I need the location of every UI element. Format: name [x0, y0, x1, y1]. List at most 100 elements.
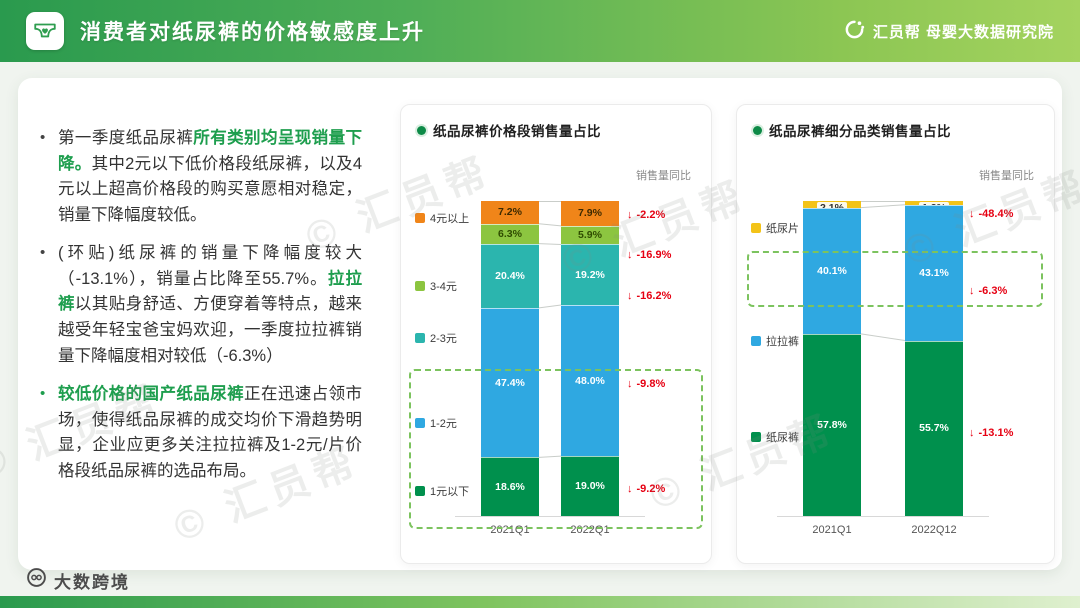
page-title: 消费者对纸尿裤的价格敏感度上升 — [80, 21, 425, 44]
yoy-item: ↓ -6.3% — [969, 285, 1007, 297]
value-label: 7.9% — [578, 207, 602, 220]
yoy-value: -13.1% — [978, 426, 1014, 439]
chart-title: 纸品尿裤价格段销售量占比 — [433, 124, 601, 139]
bar-segment — [561, 456, 619, 516]
brand-logo-icon — [844, 19, 865, 44]
down-arrow-icon: ↓ — [627, 483, 633, 496]
legend-label: 纸尿裤 — [766, 432, 799, 445]
value-label: 19.0% — [575, 480, 605, 493]
axis-label: 2021Q1 — [490, 524, 530, 536]
yoy-item: ↓ -2.2% — [627, 209, 665, 221]
bar-segment — [803, 333, 861, 516]
value-label: 19.2% — [575, 268, 605, 281]
bottom-gradient-bar — [0, 596, 1080, 608]
value-label: 55.7% — [919, 422, 949, 435]
title-dot-icon — [753, 125, 762, 135]
diaper-icon-glyph — [34, 23, 56, 38]
bullet-marker: • — [40, 385, 46, 403]
bar-segment — [481, 223, 539, 244]
diaper-icon — [26, 12, 64, 50]
brand-text: 汇员帮 母婴大数据研究院 — [872, 23, 1054, 41]
footer-logo-icon — [26, 567, 47, 593]
footer-logo-text: 大数跨境 — [54, 572, 130, 592]
legend-swatch — [415, 333, 425, 344]
legend-item: 纸尿片 — [751, 220, 799, 236]
yoy-column-header: 销售量同比 — [636, 170, 691, 182]
yoy-item: ↓ -48.4% — [969, 208, 1013, 220]
axis-label: 2022Q12 — [911, 524, 957, 536]
yoy-item: ↓ -13.1% — [969, 427, 1013, 439]
value-label: 18.6% — [495, 480, 525, 493]
legend-item: 4元以上 — [415, 210, 469, 226]
chart-title: 纸品尿裤细分品类销售量占比 — [769, 124, 951, 139]
bullet-marker: • — [40, 244, 46, 262]
legend-item: 纸尿裤 — [751, 429, 799, 445]
bullet-marker: • — [40, 129, 46, 146]
content-panel: • 第一季度纸品尿裤所有类别均呈现销量下降。其中2元以下低价格段纸尿裤，以及4元以… — [18, 78, 1062, 570]
legend-swatch — [415, 281, 425, 292]
legend-label: 拉拉裤 — [766, 336, 799, 349]
down-arrow-icon: ↓ — [969, 284, 975, 297]
price-band-chart-card: 纸品尿裤价格段销售量占比 销售量同比 7.2% 6.3% 20.4% 47.4% 18.… — [400, 104, 712, 564]
title-dot-icon — [417, 125, 426, 135]
highlight-box — [409, 369, 703, 529]
highlight-box — [747, 251, 1043, 307]
yoy-value: -9.2% — [636, 483, 666, 496]
bar-segment — [481, 457, 539, 516]
bar-segment — [481, 201, 539, 224]
bar-segment — [803, 207, 861, 334]
axis-label: 2021Q1 — [812, 524, 852, 536]
yoy-value: -48.4% — [978, 207, 1014, 220]
legend-swatch — [751, 222, 761, 233]
legend-swatch — [751, 432, 761, 443]
legend-item: 2-3元 — [415, 330, 457, 346]
legend-label: 纸尿片 — [766, 222, 799, 235]
yoy-column-header: 销售量同比 — [979, 170, 1034, 182]
bullet-text: 较低价格的国产纸品尿裤正在迅速占领市场，使得纸品尿裤的成交均价下滑趋势明显，企业… — [58, 385, 363, 480]
down-arrow-icon: ↓ — [627, 209, 633, 222]
down-arrow-icon: ↓ — [969, 207, 975, 220]
bar-segment — [561, 201, 619, 226]
legend-item: 拉拉裤 — [751, 333, 799, 349]
footer-logo: 大数跨境 — [26, 567, 130, 593]
down-arrow-icon: ↓ — [627, 289, 633, 302]
value-label: 7.2% — [498, 206, 522, 219]
yoy-value: -6.3% — [978, 284, 1008, 297]
bar-segment — [481, 307, 539, 458]
legend-item: 1-2元 — [415, 415, 457, 431]
down-arrow-icon: ↓ — [969, 426, 975, 439]
legend-swatch — [751, 336, 761, 347]
card-header: 纸品尿裤细分品类销售量占比 — [737, 105, 1054, 140]
bar-segment — [561, 244, 619, 305]
legend-label: 3-4元 — [430, 281, 457, 294]
yoy-item: ↓ -9.2% — [627, 483, 665, 495]
value-label: 40.1% — [817, 264, 847, 277]
value-label: 6.3% — [498, 227, 522, 240]
yoy-item: ↓ -16.9% — [627, 249, 671, 261]
value-label: 57.8% — [817, 418, 847, 431]
bullet-item: • 第一季度纸品尿裤所有类别均呈现销量下降。其中2元以下低价格段纸尿裤，以及4元以… — [40, 126, 362, 228]
legend-label: 1元以下 — [430, 485, 470, 498]
bullet-item: • (环贴)纸尿裤的销量下降幅度较大（-13.1%），销量占比降至55.7%。拉拉… — [40, 241, 362, 369]
down-arrow-icon: ↓ — [627, 248, 633, 261]
yoy-value: -9.8% — [636, 377, 666, 390]
legend-label: 1-2元 — [430, 418, 457, 431]
legend-label: 2-3元 — [430, 333, 457, 346]
value-label: 48.0% — [575, 374, 605, 387]
bullet-item: • 较低价格的国产纸品尿裤正在迅速占领市场，使得纸品尿裤的成交均价下滑趋势明显，企… — [40, 382, 362, 484]
category-chart: 2.1%40.1%57.8%2021Q11.2%43.1%55.7%2022Q1… — [747, 201, 1043, 536]
x-axis-line — [777, 516, 989, 517]
legend-swatch — [415, 418, 425, 429]
bullet-list: • 第一季度纸品尿裤所有类别均呈现销量下降。其中2元以下低价格段纸尿裤，以及4元以… — [40, 126, 362, 497]
yoy-value: -2.2% — [636, 209, 666, 222]
yoy-item: ↓ -9.8% — [627, 378, 665, 390]
down-arrow-icon: ↓ — [627, 377, 633, 390]
price-band-chart: 7.2% 6.3% 20.4% 47.4% 18.6% 2021Q1 7.9% 5.9% 19.… — [409, 201, 703, 536]
value-label: 5.9% — [578, 229, 602, 242]
x-axis-line — [455, 516, 645, 517]
yoy-value: -16.2% — [636, 289, 672, 302]
bar-segment — [905, 204, 963, 341]
yoy-value: -16.9% — [636, 248, 672, 261]
yoy-item: ↓ -16.2% — [627, 290, 671, 302]
